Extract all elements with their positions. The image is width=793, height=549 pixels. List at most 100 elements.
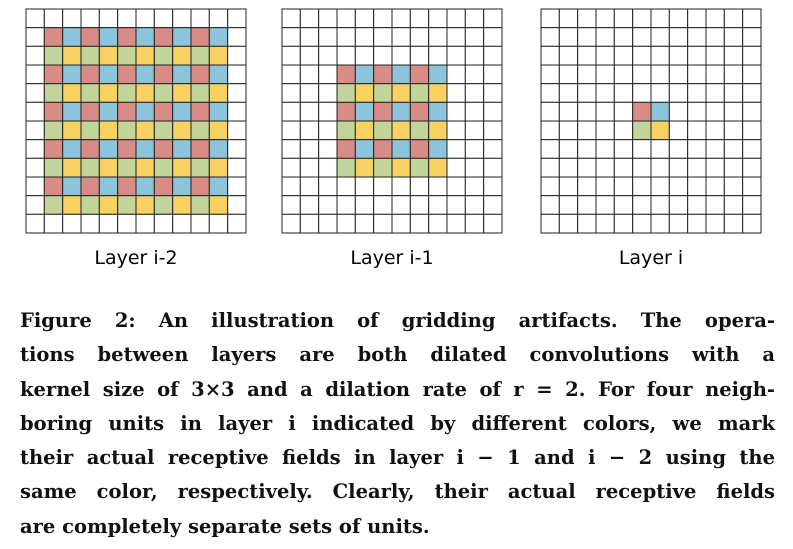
grid-cell [428,195,448,215]
grid-cell [558,8,579,29]
colored-grid-cell [135,139,155,159]
grid-cell [595,176,615,197]
caption-line-6: same color, respectively. Clearly, their… [20,480,775,504]
grid-cell [464,45,485,66]
colored-grid-cell [153,176,174,197]
grid-cell [281,120,301,141]
grid-cell [135,8,155,29]
grid-cell [190,8,210,29]
grid-cell [705,195,725,215]
grid-cell [62,8,82,29]
grid-cell [299,157,320,178]
colored-grid-cell [172,64,192,85]
grid-cell [354,195,375,215]
grid-cell [650,176,670,197]
grid-cell [318,139,338,159]
colored-grid-cell [428,139,448,159]
grid-cell [409,8,430,29]
grid-cell [577,83,597,103]
colored-grid-cell [135,157,155,178]
grid-cell [723,195,744,215]
colored-grid-cell [208,176,229,197]
grid-cell [668,213,689,234]
grid-cell [281,64,301,85]
grid-cell [336,213,356,234]
colored-grid-cell [62,64,82,85]
grid-cell [409,27,430,47]
colored-grid-cell [391,157,411,178]
grid-cell [668,195,689,215]
grid-cell [687,27,707,47]
colored-grid-cell [98,101,119,122]
grid-cell [668,101,689,122]
grid-cell [336,8,356,29]
colored-grid-cell [190,139,210,159]
grid-cell [687,139,707,159]
grid-cell [632,157,652,178]
colored-grid-cell [190,64,210,85]
colored-grid-cell [98,120,119,141]
grid-cell [705,101,725,122]
grid-cell [483,176,503,197]
colored-grid-cell [117,139,137,159]
grid-cell [25,120,45,141]
grid-cell [632,45,652,66]
grid-cell [483,120,503,141]
grid-cell [299,45,320,66]
grid-cell [464,101,485,122]
grid-cell [705,64,725,85]
colored-grid-cell [98,83,119,103]
colored-grid-cell [80,64,100,85]
grid-cell [464,8,485,29]
grid-cell [409,45,430,66]
grid-cell [577,195,597,215]
colored-grid-cell [190,157,210,178]
grid-cell [373,213,393,234]
panel-label-layer-i-1: Layer i-1 [350,247,434,269]
grid-cell [577,176,597,197]
colored-grid-cell [391,120,411,141]
colored-grid-cell [650,101,670,122]
grid-cell [25,64,45,85]
colored-grid-cell [208,64,229,85]
grid-cell [135,213,155,234]
grid-cell [318,83,338,103]
grid-cell [373,195,393,215]
grid-cell [446,101,466,122]
grid-cell [336,27,356,47]
grid-cell [281,101,301,122]
colored-grid-cell [391,83,411,103]
colored-grid-cell [135,64,155,85]
grid-cell [687,64,707,85]
grid-cell [723,83,744,103]
colored-grid-cell [428,157,448,178]
colored-grid-cell [373,101,393,122]
colored-grid-cell [43,101,64,122]
colored-grid-cell [135,45,155,66]
colored-grid-cell [80,195,100,215]
colored-grid-cell [172,27,192,47]
grid-cell [172,213,192,234]
grid-cell [227,8,247,29]
grid-cell [336,176,356,197]
grid-cell [595,27,615,47]
grid-cell [354,8,375,29]
caption-line-2: tions between layers are both dilated co… [20,343,775,367]
grid-cell [98,8,119,29]
colored-grid-cell [172,157,192,178]
grid-cell [687,213,707,234]
grid-cell [558,45,579,66]
grid-cell [540,101,560,122]
grid-cell [483,101,503,122]
colored-grid-cell [80,120,100,141]
colored-grid-cell [354,64,375,85]
grid-cell [446,64,466,85]
colored-grid-cell [43,120,64,141]
grid-cell [540,157,560,178]
colored-grid-cell [98,45,119,66]
grid-cell [632,139,652,159]
grid-cell [650,27,670,47]
grid-cell [281,139,301,159]
colored-grid-cell [117,120,137,141]
grid-cell [558,157,579,178]
